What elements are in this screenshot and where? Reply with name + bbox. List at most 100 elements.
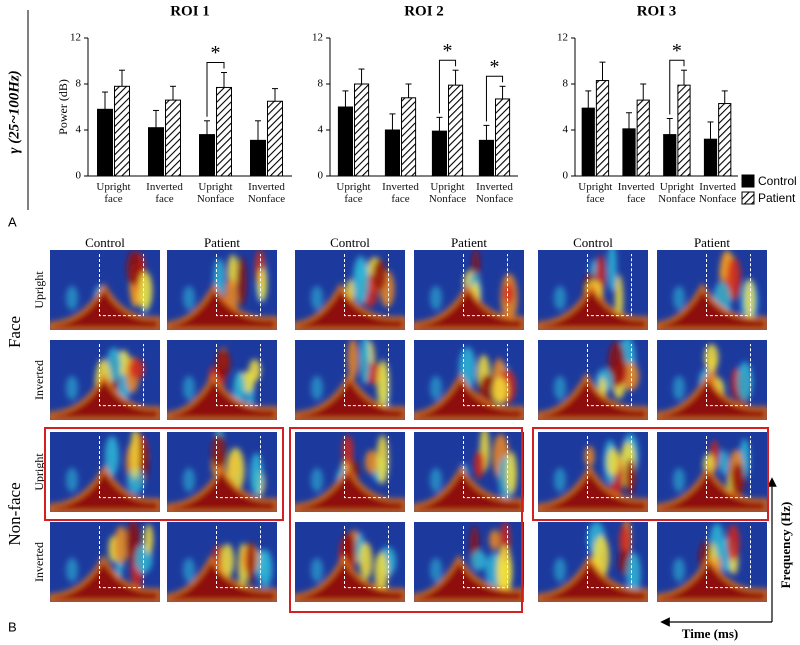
tf-blob [506,451,517,495]
highlight-box [289,427,523,613]
tf-blobs [538,522,648,602]
tf-blobs [414,522,524,602]
highlight-box [532,427,769,521]
y-tick-label: 8 [76,78,82,90]
roi-outline [344,344,389,407]
x-tick-label: Upright Nonface [196,181,235,205]
tf-blobs [167,347,277,420]
roi-outline [587,254,632,317]
tf-mound [657,464,767,512]
roi-outline [344,526,389,589]
tf-blob [625,458,636,497]
tf-blobs [167,541,277,602]
roi-outline [99,344,144,407]
roi-outline [463,436,508,499]
tf-blob [376,359,390,408]
tf-blobs [657,438,767,512]
tf-blobs [295,256,405,330]
tf-blob [503,283,514,304]
tf-mound [657,554,767,602]
significance-mark: * [490,56,500,78]
tf-blob [608,341,626,388]
tf-blob [347,340,359,380]
tf-blob [496,545,513,597]
tf-blob [430,558,442,582]
x-tick-label: Inverted Nonface [698,181,737,205]
tf-mound [414,554,524,602]
bar [401,97,417,177]
y-tick-label: 0 [563,170,569,182]
tf-blob [673,286,685,310]
tf-mound [50,282,160,330]
roi-outline [706,526,751,589]
roi-outline [463,526,508,589]
tf-blob [341,532,356,566]
bar [663,134,677,177]
highlight-box [44,427,284,521]
tf-blob [66,286,78,310]
y-tick-label: 12 [312,32,323,44]
tf-map [657,250,767,330]
tf-blob [473,450,485,479]
tf-map [538,522,648,602]
roi-outline [216,436,261,499]
tf-mound [295,372,405,420]
bar [148,127,164,177]
tf-blobs [295,529,405,602]
x-tick-label: Upright Nonface [658,181,696,205]
roi-outline [344,436,389,499]
tf-blob [144,524,154,555]
tf-map [538,432,648,512]
tf-blobs [295,434,405,512]
roi-outline [99,254,144,317]
tf-blobs [657,250,767,330]
tf-blob [719,449,729,475]
tf-map [50,432,160,512]
tf-blobs [538,340,648,420]
legend-swatch [741,191,755,205]
tf-map [414,340,524,420]
chart-title: ROI 1 [170,3,210,19]
tf-blob [104,435,120,477]
tf-blob [626,552,641,596]
y-tick-label: 4 [318,124,324,136]
tf-blob [704,344,719,372]
x-tick-label: Upright Nonface [428,181,467,205]
tf-blob [730,463,746,496]
tf-mound [657,372,767,420]
y-tick-label: 8 [563,78,569,90]
roi-outline [706,254,751,317]
legend-label: Patient [758,191,796,205]
tf-blob [129,358,145,380]
tf-blob [342,435,354,467]
tf-mound [50,554,160,602]
significance-bracket [669,59,685,115]
bar [267,100,283,177]
bar [337,106,353,177]
significance-mark: * [211,42,221,64]
tf-blob [364,449,378,474]
group-label: Face [5,316,24,348]
tf-blob [257,549,273,588]
roi-outline [99,526,144,589]
panel-label: B [8,619,17,634]
column-label: Control [573,235,613,250]
tf-blob [215,349,231,378]
chart-title: ROI 3 [637,3,677,19]
y-tick-label: 12 [557,32,568,44]
tf-blob [311,286,323,310]
bar [595,80,610,177]
x-tick-label: Upright face [336,181,371,205]
tf-blob [744,278,755,320]
tf-blobs [50,347,160,420]
bar [478,139,494,177]
tf-blob [248,359,261,382]
y-tick-label: 8 [318,78,324,90]
column-label: Patient [694,235,730,250]
significance-bracket [485,75,504,122]
tf-blob [372,259,387,291]
tf-mound [167,282,277,330]
x-axis-label: Time (ms) [682,626,738,641]
tf-mound [414,282,524,330]
